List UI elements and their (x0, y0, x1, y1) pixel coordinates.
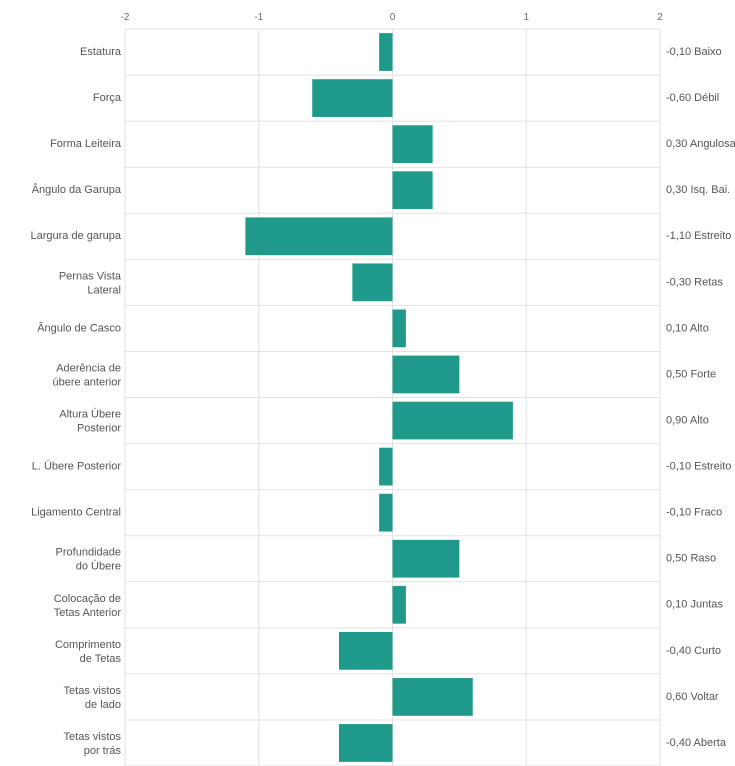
value-label: 0,60 Voltar (666, 691, 719, 703)
bar (392, 309, 406, 348)
category-label: Colocação de Tetas Anterior (54, 593, 122, 619)
value-label: 0,30 Isq. Bai. (666, 184, 730, 196)
x-tick-label: 0 (390, 12, 396, 23)
bar (392, 585, 406, 624)
value-label: 0,30 Angulosa (666, 138, 735, 150)
value-label: -0,40 Curto (666, 645, 721, 657)
bar (392, 125, 433, 164)
category-label: Ângulo da Garupa (32, 183, 122, 196)
value-label: 0,50 Raso (666, 553, 716, 565)
grid-layer (124, 28, 661, 766)
bar (392, 678, 473, 716)
value-label: -0,10 Baixo (666, 46, 722, 58)
category-label: L. Úbere Posterior (32, 460, 122, 473)
category-label: Aderência de úbere anterior (53, 362, 122, 388)
bar (392, 355, 460, 394)
bar (392, 401, 513, 440)
category-label: Tetas vistos de lado (64, 685, 122, 711)
bar (379, 493, 393, 532)
bar (392, 171, 433, 210)
bar (339, 724, 393, 762)
bar (352, 263, 393, 302)
bar (245, 217, 393, 256)
category-label: Comprimento de Tetas (55, 639, 122, 665)
category-label: Ângulo de Casco (37, 321, 121, 334)
x-tick-label: -2 (121, 12, 130, 23)
category-label: Ligamento Central (31, 507, 121, 519)
bar (312, 79, 393, 117)
category-label: Tetas vistos por trás (64, 731, 122, 757)
x-tick-labels: -2 -1 0 1 2 (121, 12, 664, 23)
x-tick-label: -1 (254, 12, 263, 23)
value-label: -0,30 Retas (666, 276, 723, 288)
bar-layer (245, 33, 513, 762)
value-label: -1,10 Estreito (666, 230, 731, 242)
value-labels: -0,10 Baixo -0,60 Débil 0,30 Angulosa 0,30 … (666, 46, 735, 749)
category-label: Profundidade do Úbere (56, 547, 121, 573)
x-tick-label: 2 (657, 12, 663, 23)
category-labels: Estatura Força Forma Leiteira Ângulo da Gar… (30, 46, 121, 757)
bar (379, 33, 393, 71)
value-label: -0,10 Fraco (666, 507, 722, 519)
value-label: -0,10 Estreito (666, 461, 731, 473)
value-label: 0,50 Forte (666, 368, 716, 380)
value-label: -0,40 Aberta (666, 737, 727, 749)
value-label: 0,90 Alto (666, 414, 709, 426)
bar (392, 539, 460, 578)
category-label: Estatura (80, 46, 122, 58)
value-label: 0,10 Alto (666, 322, 709, 334)
category-label: Largura de garupa (30, 230, 121, 242)
category-label: Pernas Vista Lateral (59, 270, 122, 296)
bar (379, 447, 393, 486)
category-label: Altura Úbere Posterior (59, 408, 121, 435)
category-label: Forma Leiteira (50, 138, 122, 150)
category-label: Força (93, 92, 122, 104)
value-label: 0,10 Juntas (666, 599, 723, 611)
value-label: -0,60 Débil (666, 92, 719, 104)
x-tick-label: 1 (523, 12, 529, 23)
bar (339, 631, 393, 670)
